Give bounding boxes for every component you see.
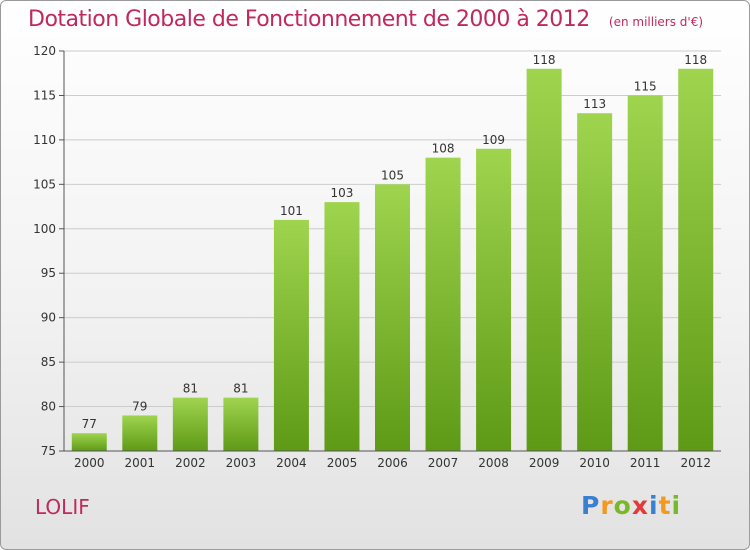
- x-tick-label: 2011: [630, 456, 661, 470]
- logo-letter: t: [658, 491, 672, 520]
- y-tick-label: 75: [41, 444, 56, 458]
- bar-2002: [172, 397, 208, 451]
- labels: 75 80 85 90 95 100 105 110 115 120 77 2000 79 2001 81 2…: [33, 44, 711, 470]
- y-tick-label: 115: [33, 88, 56, 102]
- y-tick-label: 100: [33, 222, 56, 236]
- x-tick-label: 2004: [276, 456, 307, 470]
- bar-2012: [678, 68, 714, 452]
- logo-letter: o: [613, 491, 632, 520]
- x-tick-label: 2001: [125, 456, 156, 470]
- bar-2000: [71, 433, 107, 451]
- y-tick-label: 90: [41, 311, 56, 325]
- x-tick-label: 2000: [74, 456, 105, 470]
- bar-2011: [627, 95, 663, 451]
- data-label: 101: [280, 204, 303, 218]
- bar-2006: [375, 184, 410, 452]
- y-tick-label: 110: [33, 133, 56, 147]
- x-tick-label: 2007: [428, 456, 459, 470]
- data-label: 108: [432, 142, 455, 156]
- logo-letter: r: [600, 491, 614, 520]
- title-row: Dotation Globale de Fonctionnement de 20…: [28, 7, 703, 32]
- data-label: 109: [482, 133, 505, 147]
- data-label: 118: [533, 53, 556, 67]
- data-label: 115: [634, 79, 657, 93]
- data-label: 77: [82, 417, 97, 431]
- proxiti-logo: Proxiti: [581, 491, 681, 520]
- bar-2008: [476, 148, 512, 451]
- logo-letter: i: [671, 491, 682, 520]
- data-label: 118: [684, 53, 707, 67]
- bar-2003: [223, 397, 259, 451]
- x-tick-label: 2002: [175, 456, 206, 470]
- data-label: 81: [233, 382, 248, 396]
- bar-2004: [273, 219, 309, 451]
- y-tick-label: 105: [33, 177, 56, 191]
- y-tick-label: 95: [41, 266, 56, 280]
- x-tick-label: 2003: [226, 456, 257, 470]
- bar-2001: [122, 415, 158, 451]
- bars: [71, 68, 714, 452]
- x-tick-label: 2008: [478, 456, 509, 470]
- bar-2007: [425, 157, 461, 451]
- bar-2009: [526, 68, 562, 452]
- bar-2010: [577, 113, 613, 451]
- axes: [59, 50, 721, 452]
- x-tick-label: 2005: [327, 456, 358, 470]
- x-tick-label: 2006: [377, 456, 408, 470]
- data-label: 79: [132, 399, 147, 413]
- y-tick-label: 120: [33, 44, 56, 58]
- logo-letter: x: [631, 491, 649, 520]
- data-label: 105: [381, 168, 404, 182]
- data-label: 113: [583, 97, 606, 111]
- data-label: 103: [331, 186, 354, 200]
- logo-letter: i: [649, 491, 659, 520]
- bar-2005: [324, 202, 360, 451]
- x-tick-label: 2009: [529, 456, 560, 470]
- chart-unit-note: (en milliers d'€): [608, 15, 704, 29]
- y-tick-label: 80: [41, 400, 56, 414]
- y-tick-label: 85: [41, 355, 56, 369]
- x-tick-label: 2012: [680, 456, 711, 470]
- chart-title: Dotation Globale de Fonctionnement de 20…: [28, 7, 590, 32]
- logo-letter: P: [581, 491, 601, 520]
- x-tick-label: 2010: [579, 456, 610, 470]
- place-name: LOLIF: [35, 495, 90, 519]
- data-label: 81: [183, 382, 198, 396]
